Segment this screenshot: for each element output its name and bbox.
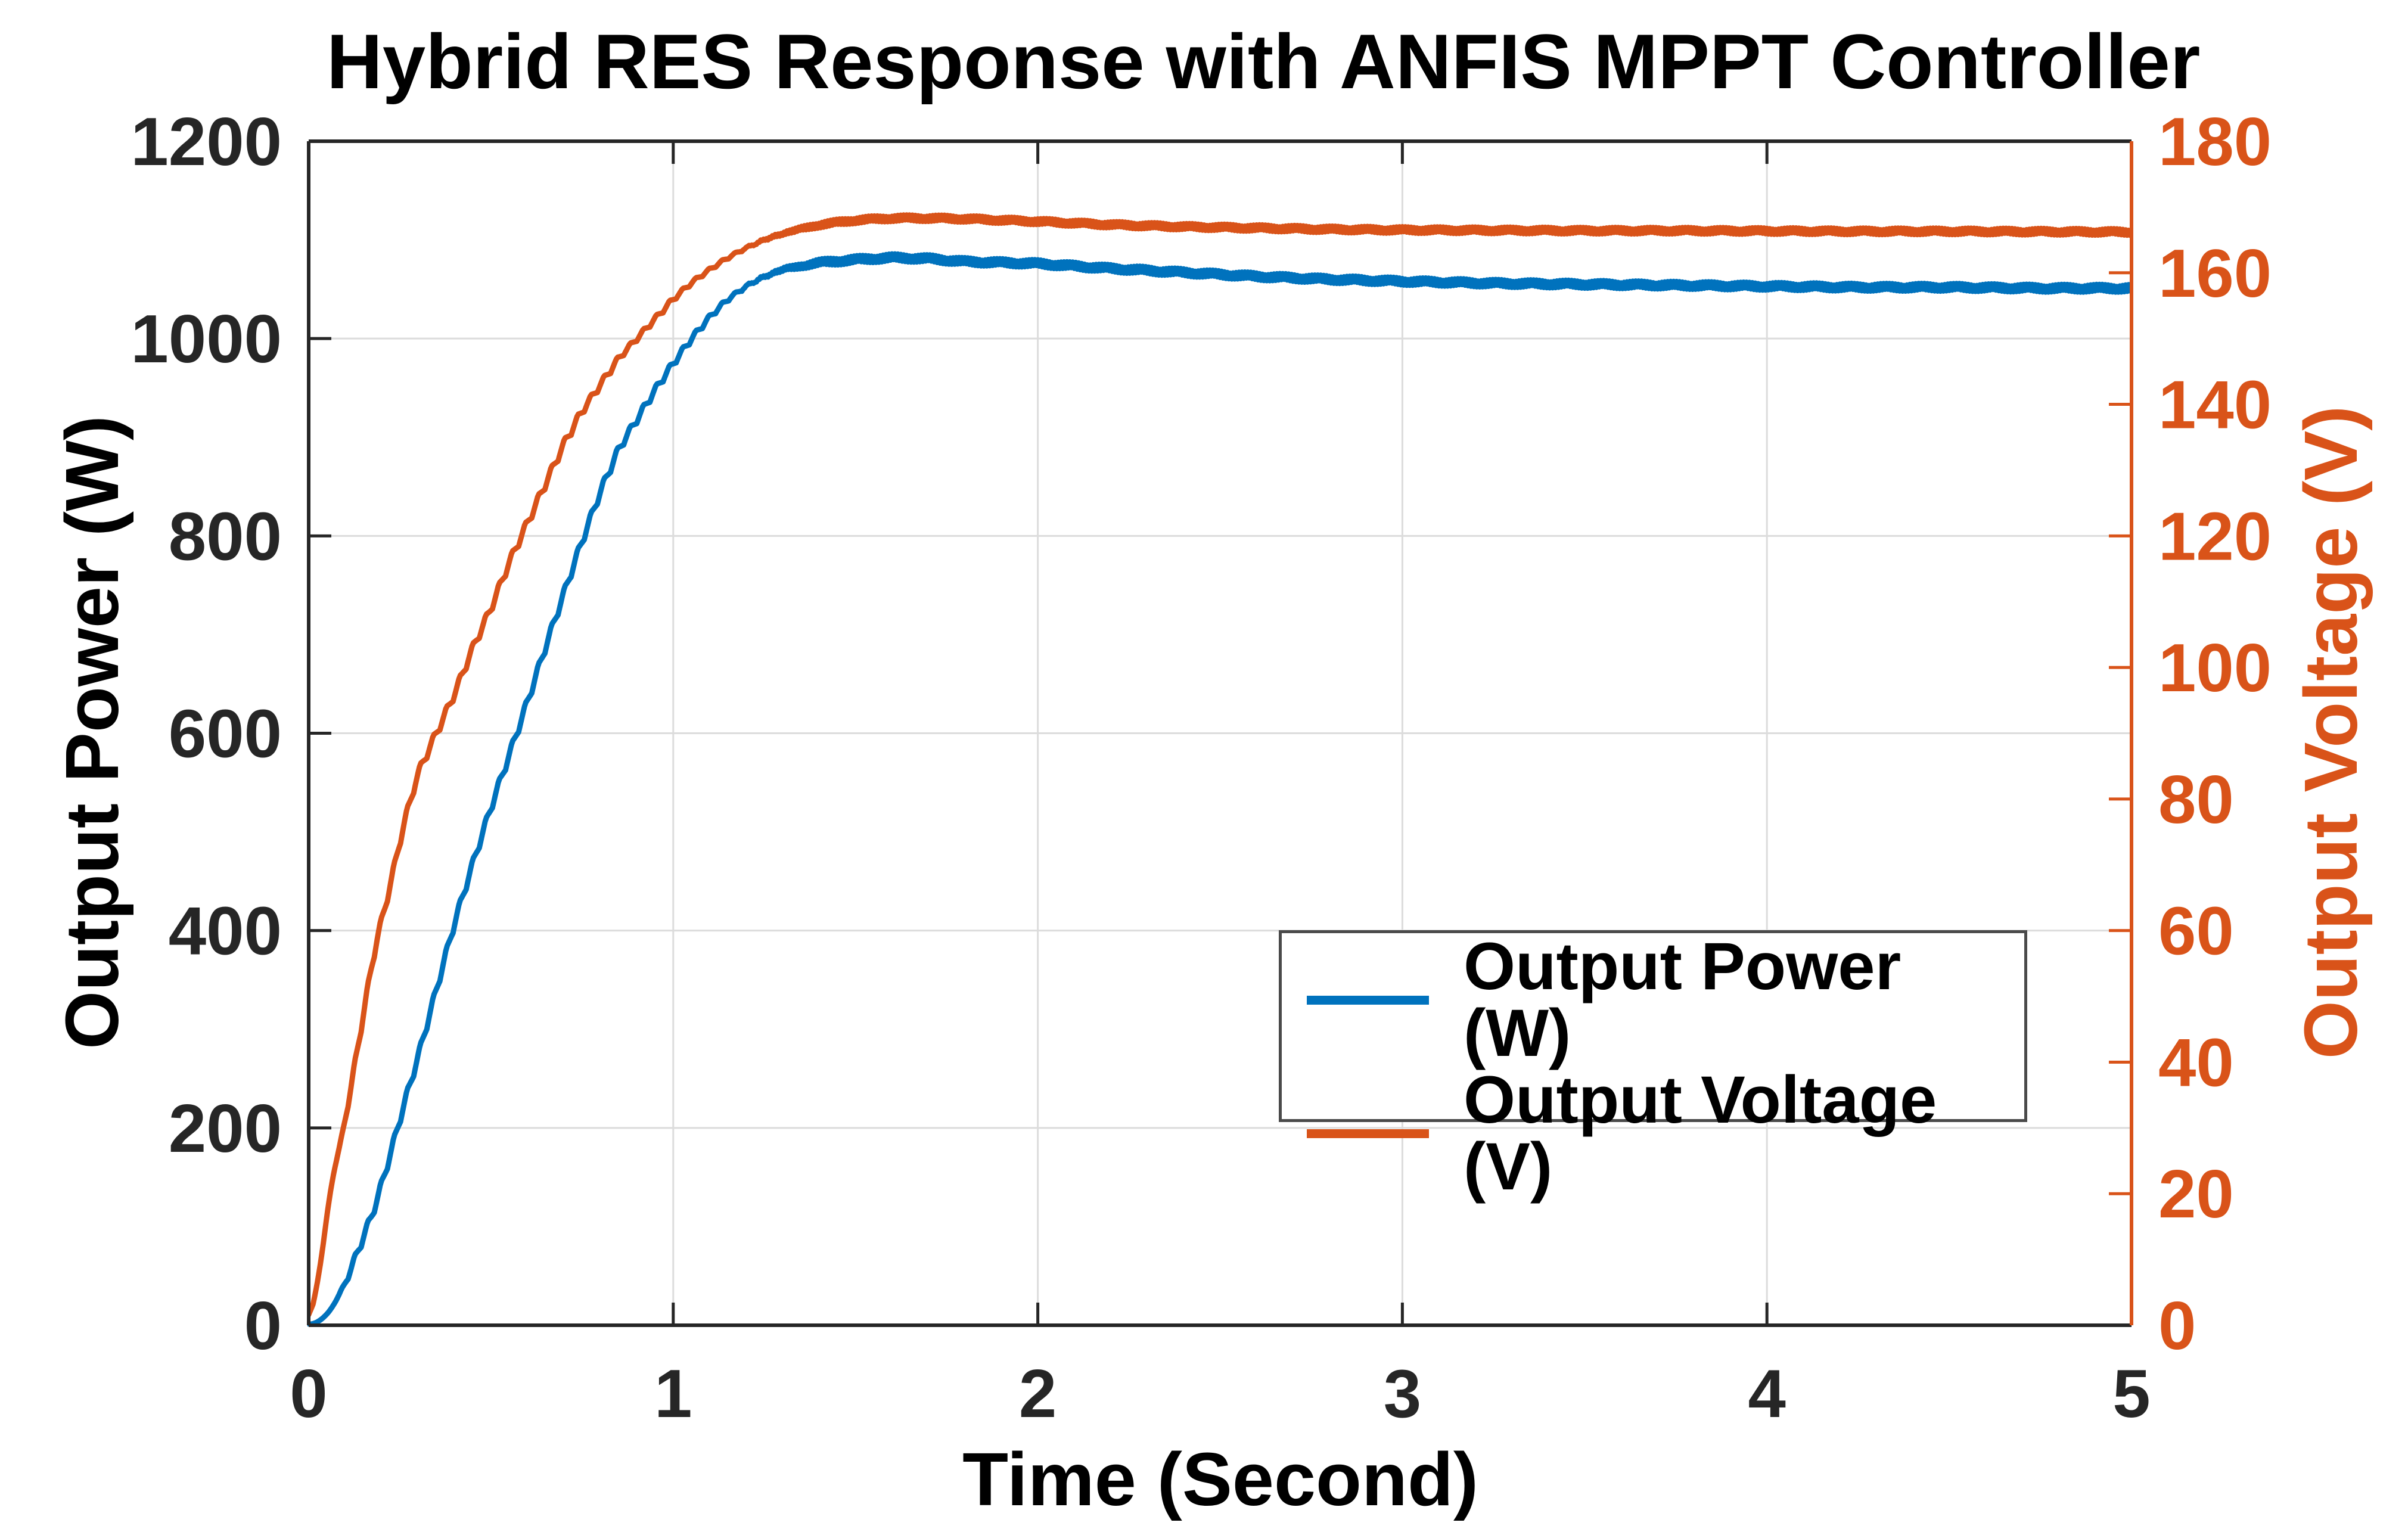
legend-label-power: Output Power (W) — [1464, 929, 1901, 1070]
right-tick-label: 80 — [2158, 762, 2234, 838]
power-line-swatch — [1307, 995, 1429, 1005]
x-tick-label: 5 — [2112, 1356, 2150, 1432]
legend-label-voltage: Output Voltage (V) — [1464, 1062, 1937, 1204]
output-power-line — [307, 251, 2133, 1326]
right-tick-label: 160 — [2158, 236, 2272, 312]
voltage-line-swatch — [1307, 1129, 1429, 1138]
left-tick-label: 800 — [169, 499, 282, 574]
right-tick-label: 60 — [2158, 894, 2234, 970]
y-right-axis-title: Output Voltage (V) — [2289, 405, 2373, 1059]
legend-item-voltage: Output Voltage (V) — [1307, 1067, 2024, 1200]
left-tick-label: 400 — [169, 894, 282, 970]
left-tick-label: 200 — [169, 1091, 282, 1167]
left-tick-label: 1200 — [131, 104, 282, 180]
right-tick-label: 140 — [2158, 368, 2272, 443]
right-tick-label: 120 — [2158, 499, 2272, 574]
right-tick-label: 100 — [2158, 630, 2272, 706]
x-tick-label: 0 — [290, 1356, 327, 1432]
legend: Output Power (W) Output Voltage (V) — [1279, 930, 2027, 1200]
right-tick-label: 180 — [2158, 104, 2272, 180]
left-tick-label: 0 — [244, 1288, 282, 1364]
output-voltage-line — [307, 212, 2133, 1318]
chart-title: Hybrid RES Response with ANFIS MPPT Cont… — [327, 18, 2201, 105]
left-tick-label: 600 — [169, 697, 282, 772]
y-left-axis-title: Output Power (W) — [50, 415, 134, 1049]
left-tick-label: 1000 — [131, 302, 282, 377]
x-tick-label: 2 — [1019, 1356, 1057, 1432]
x-axis-title: Time (Second) — [962, 1437, 1478, 1521]
legend-item-power: Output Power (W) — [1307, 933, 2024, 1067]
right-tick-label: 20 — [2158, 1157, 2234, 1232]
x-tick-label: 1 — [654, 1356, 692, 1432]
x-tick-label: 4 — [1748, 1356, 1785, 1432]
x-tick-label: 3 — [1384, 1356, 1421, 1432]
right-tick-label: 40 — [2158, 1025, 2234, 1101]
right-tick-label: 0 — [2158, 1288, 2196, 1364]
